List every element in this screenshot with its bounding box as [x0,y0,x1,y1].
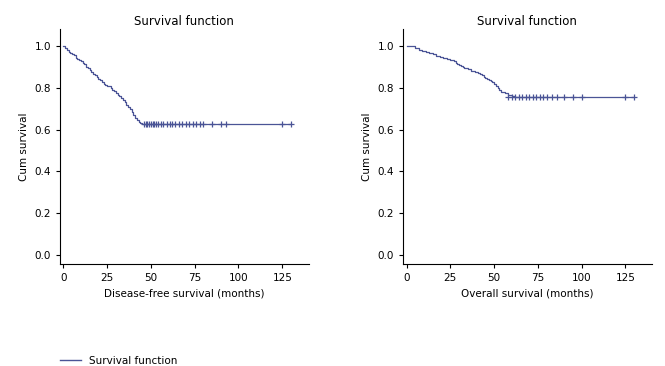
Y-axis label: Cum survival: Cum survival [19,112,29,181]
X-axis label: Disease-free survival (months): Disease-free survival (months) [104,288,265,298]
Title: Survival function: Survival function [477,15,577,28]
Title: Survival function: Survival function [134,15,234,28]
Legend: Survival function, Censored: Survival function, Censored [60,355,178,366]
X-axis label: Overall survival (months): Overall survival (months) [461,288,594,298]
Y-axis label: Cum survival: Cum survival [362,112,372,181]
